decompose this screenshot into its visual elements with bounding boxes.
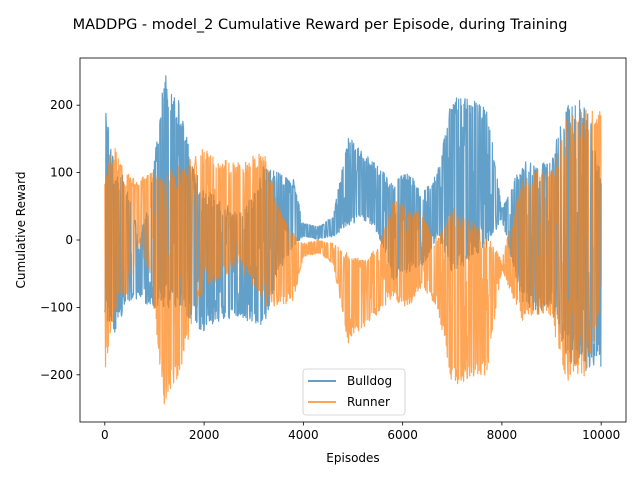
x-tick-label: 0 [101,428,109,442]
legend-label-runner: Runner [347,395,390,409]
y-tick-label: 0 [65,233,73,247]
x-tick-label: 8000 [487,428,518,442]
y-axis-label: Cumulative Reward [14,172,28,289]
x-axis-ticks: 0 2000 4000 6000 8000 10000 [101,422,620,442]
plot-area [104,75,602,405]
x-axis-label: Episodes [326,451,379,465]
y-tick-label: 200 [50,98,73,112]
y-tick-label: 100 [50,166,73,180]
y-tick-label: −100 [40,300,73,314]
y-axis-ticks: −200 −100 0 100 200 [40,98,80,382]
x-tick-label: 6000 [387,428,418,442]
legend: Bulldog Runner [302,368,406,416]
x-tick-label: 4000 [288,428,319,442]
series-line-bulldog [104,75,602,372]
series-line-runner [104,109,602,405]
chart-title: MADDPG - model_2 Cumulative Reward per E… [73,17,568,33]
legend-label-bulldog: Bulldog [347,374,392,388]
x-tick-label: 10000 [582,428,620,442]
y-tick-label: −200 [40,368,73,382]
x-tick-label: 2000 [189,428,220,442]
